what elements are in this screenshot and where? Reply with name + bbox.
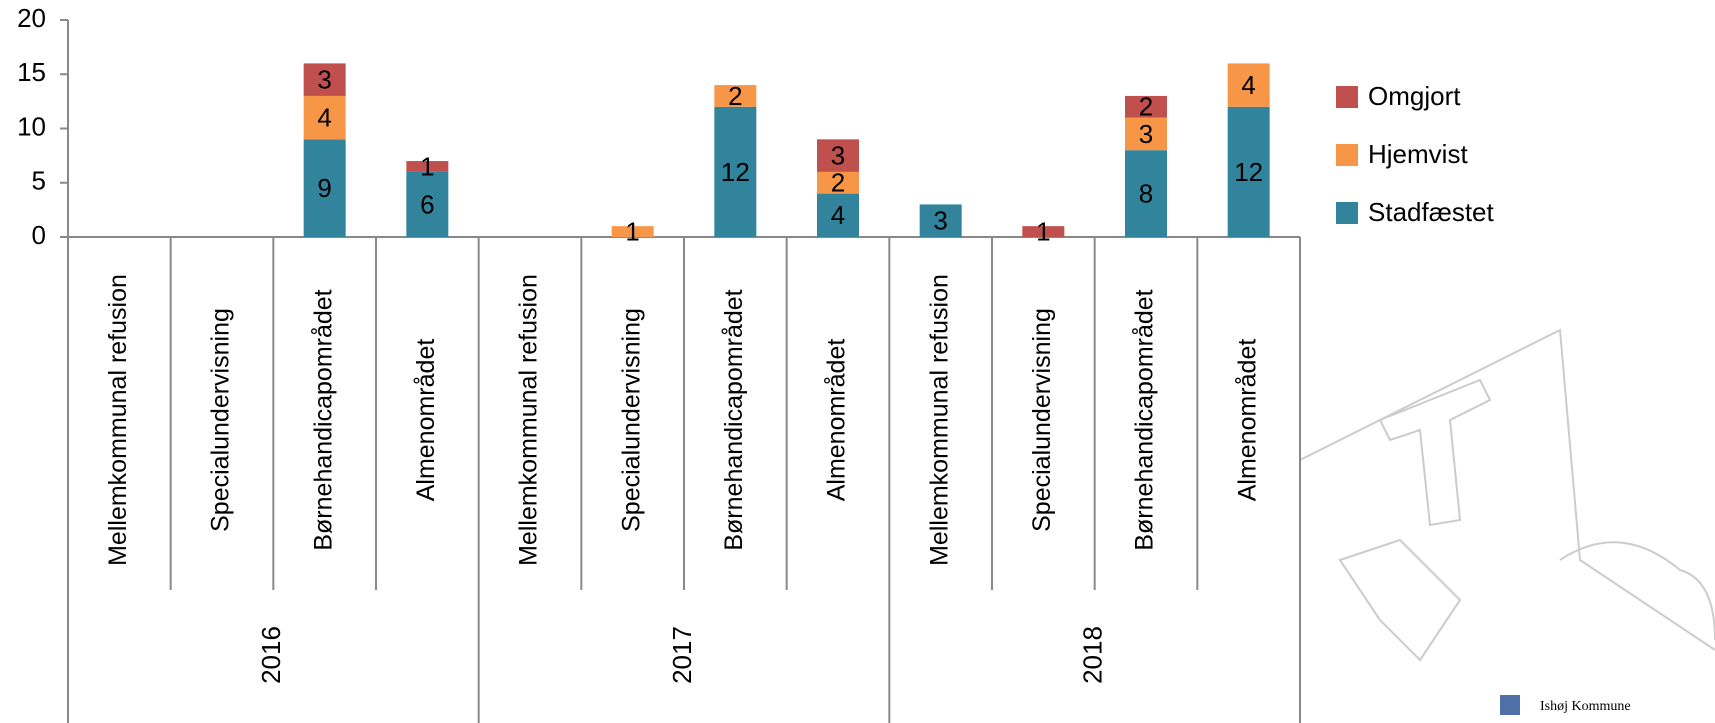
y-tick-label: 0 (32, 220, 46, 250)
x-tick-label: Specialundervisning (617, 308, 645, 532)
bar-segment (714, 106, 757, 237)
x-tick-label: Almenområdet (1233, 339, 1261, 502)
x-tick-label: Specialundervisning (1028, 308, 1056, 532)
y-tick-label: 20 (17, 3, 46, 33)
bar-segment (303, 95, 346, 140)
bar-segment (1125, 95, 1167, 118)
x-tick-label: Mellemkommunal refusion (925, 274, 953, 566)
logo-cloud (1559, 541, 1715, 641)
legend-swatch (1336, 86, 1358, 108)
logo-icon (1500, 695, 1520, 715)
bar-segment (817, 193, 859, 237)
y-tick-label: 10 (17, 111, 46, 141)
x-tick-label: Almenområdet (823, 339, 851, 502)
data-label: 4 (317, 103, 331, 133)
legend-swatch (1336, 144, 1358, 166)
data-label: 3 (317, 65, 331, 95)
logo-outline (1299, 328, 1715, 651)
group-label: 2018 (1078, 626, 1108, 684)
bar-segment (817, 139, 859, 172)
bar-segment (1125, 150, 1167, 237)
x-tick-label: Børnehandicapområdet (720, 289, 748, 550)
legend-label: Hjemvist (1368, 139, 1468, 169)
group-label: 2017 (667, 626, 697, 684)
data-label: 12 (1234, 157, 1263, 187)
bar-segment (611, 226, 654, 237)
group-label: 2016 (256, 626, 286, 684)
logo-hammer (1378, 378, 1492, 527)
logo (1299, 328, 1715, 662)
data-label: 9 (317, 173, 331, 203)
legend-swatch (1336, 202, 1358, 224)
x-tick-label: Børnehandicapområdet (309, 289, 337, 550)
data-label: 1 (420, 151, 434, 181)
data-label: 2 (728, 81, 742, 111)
data-label: 2 (1139, 92, 1153, 122)
legend-label: Stadfæstet (1368, 197, 1495, 227)
legend-label: Omgjort (1368, 81, 1461, 111)
x-tick-label: Mellemkommunal refusion (104, 274, 132, 566)
data-label: 3 (933, 206, 947, 236)
bar-segment (1227, 106, 1270, 237)
bar-segment (406, 161, 449, 172)
logo-cross (1338, 538, 1462, 662)
data-label: 12 (721, 157, 750, 187)
bar-segment (303, 139, 346, 237)
bar-segment (1022, 226, 1065, 237)
y-tick-label: 15 (17, 57, 46, 87)
bar-segment (919, 204, 962, 237)
x-tick-label: Mellemkommunal refusion (515, 274, 543, 566)
bar-segment (406, 171, 449, 237)
data-label: 8 (1139, 178, 1153, 208)
x-tick-label: Specialundervisning (207, 308, 235, 532)
x-tick-label: Almenområdet (412, 339, 440, 502)
data-label: 2 (831, 168, 845, 198)
data-label: 4 (1241, 70, 1255, 100)
data-label: 1 (625, 216, 639, 246)
y-tick-label: 5 (32, 166, 46, 196)
bar-segment (817, 171, 859, 194)
x-tick-label: Børnehandicapområdet (1131, 289, 1159, 550)
data-label: 1 (1036, 216, 1050, 246)
data-label: 6 (420, 189, 434, 219)
bar-segment (1227, 63, 1270, 107)
bar-segment (303, 63, 346, 96)
data-label: 4 (831, 200, 845, 230)
data-label: 3 (831, 141, 845, 171)
bar-segment (714, 85, 757, 107)
logo-text: Ishøj Kommune (1540, 699, 1631, 714)
bar-segment (1125, 117, 1167, 151)
data-label: 3 (1139, 119, 1153, 149)
